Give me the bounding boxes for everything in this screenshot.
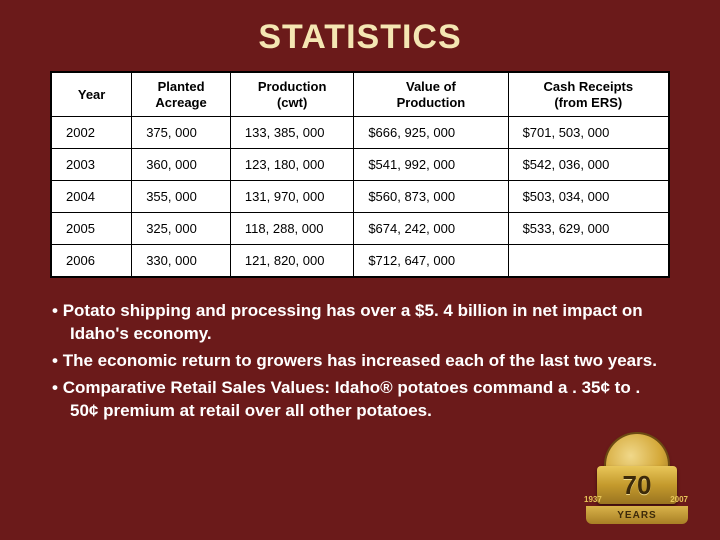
cell: $666, 925, 000 — [354, 117, 508, 149]
cell: 2002 — [52, 117, 132, 149]
cell: 330, 000 — [132, 245, 231, 277]
stats-table: Year Planted Acreage Production (cwt) Va… — [51, 72, 669, 277]
cell: $503, 034, 000 — [508, 181, 668, 213]
cell: 2005 — [52, 213, 132, 245]
logo-year-start: 1937 — [584, 495, 602, 504]
cell: $541, 992, 000 — [354, 149, 508, 181]
cell: 375, 000 — [132, 117, 231, 149]
cell — [508, 245, 668, 277]
table-row: 2004 355, 000 131, 970, 000 $560, 873, 0… — [52, 181, 669, 213]
col-value-production: Value of Production — [354, 73, 508, 117]
col-year: Year — [52, 73, 132, 117]
cell: 118, 288, 000 — [230, 213, 353, 245]
table-header-row: Year Planted Acreage Production (cwt) Va… — [52, 73, 669, 117]
table-row: 2003 360, 000 123, 180, 000 $541, 992, 0… — [52, 149, 669, 181]
cell: 325, 000 — [132, 213, 231, 245]
logo-ribbon: YEARS — [586, 506, 688, 524]
cell: $533, 629, 000 — [508, 213, 668, 245]
cell: 123, 180, 000 — [230, 149, 353, 181]
page-title: STATISTICS — [0, 0, 720, 71]
cell: 131, 970, 000 — [230, 181, 353, 213]
bullet-item: Comparative Retail Sales Values: Idaho® … — [52, 377, 670, 423]
table-row: 2005 325, 000 118, 288, 000 $674, 242, 0… — [52, 213, 669, 245]
cell: 2006 — [52, 245, 132, 277]
logo-year-end: 2007 — [670, 495, 688, 504]
cell: 133, 385, 000 — [230, 117, 353, 149]
col-planted-acreage: Planted Acreage — [132, 73, 231, 117]
cell: $701, 503, 000 — [508, 117, 668, 149]
cell: $712, 647, 000 — [354, 245, 508, 277]
bullet-list: Potato shipping and processing has over … — [52, 300, 670, 423]
cell: 2003 — [52, 149, 132, 181]
anniversary-logo: 70 YEARS 1937 2007 — [582, 434, 692, 524]
cell: $560, 873, 000 — [354, 181, 508, 213]
table-row: 2002 375, 000 133, 385, 000 $666, 925, 0… — [52, 117, 669, 149]
cell: $674, 242, 000 — [354, 213, 508, 245]
bullet-item: The economic return to growers has incre… — [52, 350, 670, 373]
logo-number: 70 — [597, 466, 677, 504]
table-row: 2006 330, 000 121, 820, 000 $712, 647, 0… — [52, 245, 669, 277]
cell: 2004 — [52, 181, 132, 213]
cell: 355, 000 — [132, 181, 231, 213]
col-cash-receipts: Cash Receipts (from ERS) — [508, 73, 668, 117]
cell: 360, 000 — [132, 149, 231, 181]
bullet-item: Potato shipping and processing has over … — [52, 300, 670, 346]
stats-table-container: Year Planted Acreage Production (cwt) Va… — [50, 71, 670, 278]
col-production-cwt: Production (cwt) — [230, 73, 353, 117]
cell: $542, 036, 000 — [508, 149, 668, 181]
cell: 121, 820, 000 — [230, 245, 353, 277]
